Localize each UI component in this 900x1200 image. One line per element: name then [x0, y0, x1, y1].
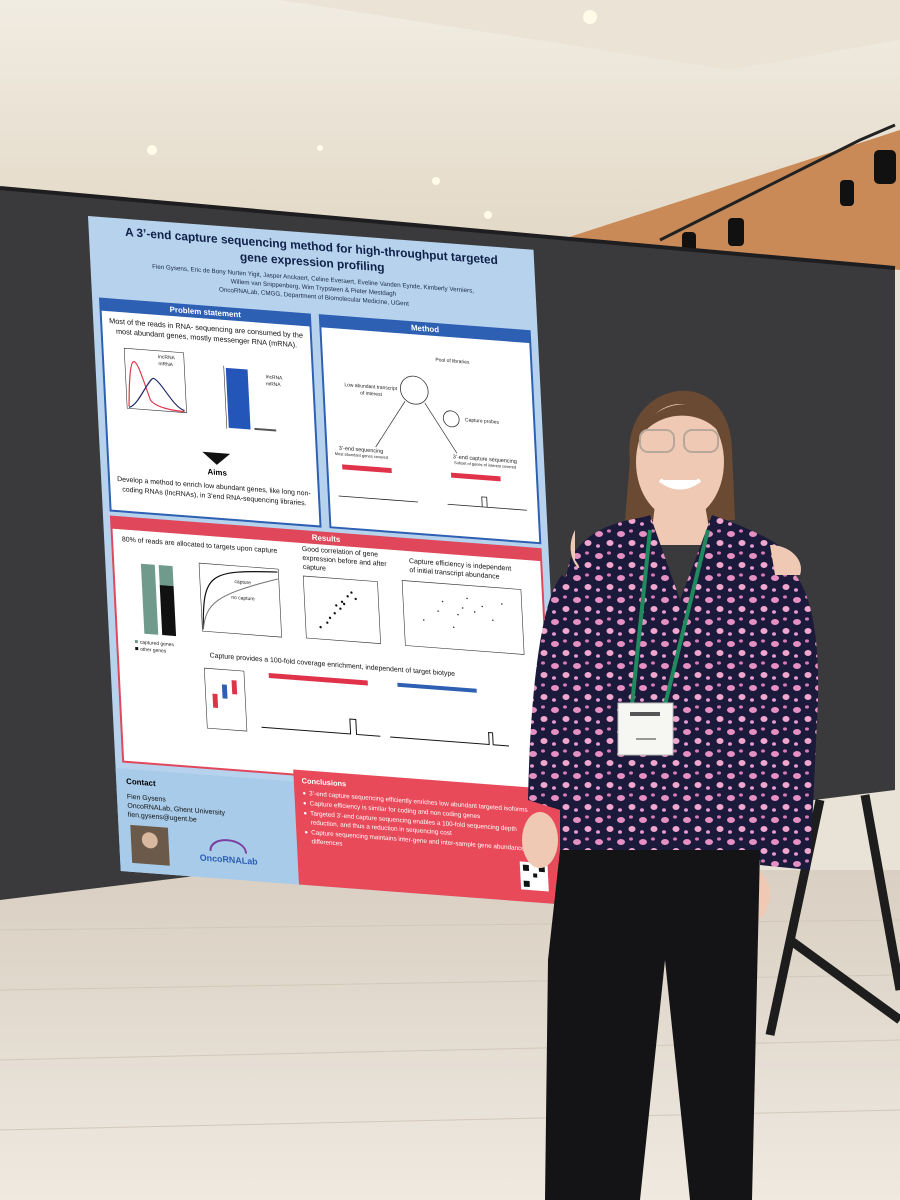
shoulder	[770, 545, 801, 575]
legend-label: captured genes	[140, 640, 175, 649]
neck	[650, 505, 712, 545]
box	[221, 684, 228, 699]
method-label: 3’-end sequencing	[339, 446, 384, 455]
conclusion-line: differences	[311, 838, 342, 847]
blouse	[560, 515, 795, 860]
density-curve	[128, 377, 185, 412]
light-rig	[659, 123, 896, 242]
scatter-points	[423, 597, 503, 629]
box	[212, 693, 219, 709]
legend-label: lncRNA	[158, 354, 176, 361]
qr-pattern	[522, 864, 545, 888]
stacked-bar	[140, 563, 159, 635]
wood-wall	[560, 130, 900, 270]
legend-label: other genes	[140, 647, 167, 655]
glasses	[683, 429, 719, 453]
left-arm	[528, 575, 590, 810]
name-badge	[617, 702, 674, 756]
gene-track	[268, 673, 368, 686]
method-header	[319, 315, 531, 344]
bar	[225, 367, 251, 430]
scatter-plot	[401, 580, 525, 655]
legend-label: lncRNA	[266, 374, 284, 381]
conclusions-panel	[293, 769, 567, 905]
logo-mark	[209, 839, 248, 854]
method-label: of interest	[360, 390, 383, 398]
arrow	[202, 451, 231, 465]
badge-text	[636, 738, 656, 740]
problem-header	[100, 298, 311, 327]
legend-swatch	[135, 646, 139, 651]
contact-heading: Contact	[126, 777, 156, 788]
portrait-face	[141, 832, 158, 849]
ceiling-lights	[147, 10, 597, 219]
arrow	[424, 402, 458, 454]
board-stand	[765, 794, 900, 1036]
method-label: Pool of libraries	[435, 357, 470, 366]
conclusions-heading: Conclusions	[301, 776, 346, 788]
bar	[254, 427, 277, 432]
curve	[202, 571, 278, 630]
board-frame	[0, 186, 896, 270]
floor	[0, 870, 900, 1200]
lanyard	[630, 529, 710, 706]
legend-swatch	[134, 639, 138, 644]
results-header	[110, 516, 542, 562]
right-arm	[760, 560, 819, 870]
gene-track	[450, 472, 501, 482]
stacked-bar	[158, 565, 174, 587]
logo: OncoRNALab	[199, 852, 258, 866]
method-label: Low abundant transcript	[344, 382, 398, 392]
bullet	[304, 830, 308, 834]
density-plot	[123, 347, 187, 414]
shoulder	[570, 530, 580, 569]
smile	[658, 478, 702, 490]
stacked-bar	[159, 585, 177, 637]
curve-label: no capture	[231, 595, 255, 603]
curve-label: capture	[234, 579, 251, 586]
box	[231, 680, 238, 695]
section-heading: Results	[312, 533, 342, 544]
ceiling-recess	[280, 0, 900, 70]
badge-text	[630, 712, 660, 716]
box-plot	[203, 667, 248, 732]
glasses	[639, 429, 675, 453]
arrow	[375, 401, 406, 448]
hair-fringe	[638, 404, 724, 440]
gene-track	[342, 464, 392, 474]
density-curve	[128, 361, 185, 413]
coverage-track	[261, 718, 510, 747]
legend-label: mRNA	[266, 381, 282, 388]
aims-heading: Aims	[207, 467, 227, 478]
trousers	[545, 850, 760, 1200]
bullet	[302, 791, 306, 795]
library-pool	[400, 375, 429, 405]
scatter-points	[319, 591, 357, 629]
method-label: Most abundant genes covered	[335, 451, 388, 460]
result-title: capture	[303, 564, 327, 573]
contact-line: Fien Gysens	[127, 794, 167, 804]
problem-panel	[98, 297, 322, 528]
poster: A 3’-end capture sequencing method for h…	[88, 216, 567, 905]
curve	[202, 578, 278, 630]
bullet	[303, 801, 307, 805]
section-heading: Method	[411, 323, 440, 334]
left-hand	[522, 812, 558, 868]
scatter-plot	[302, 575, 381, 644]
gene-track	[397, 682, 477, 693]
bullet	[303, 811, 307, 815]
face	[636, 404, 724, 520]
cumulative-plot	[198, 562, 282, 638]
coverage-track	[338, 495, 527, 511]
capture-probes	[442, 410, 460, 428]
axis	[223, 365, 228, 429]
person	[522, 390, 819, 1200]
method-label: Capture probes	[465, 417, 500, 426]
legend-label: mRNA	[158, 361, 174, 368]
method-label: Subset of genes of interest covered	[454, 460, 516, 470]
stage-lights	[682, 150, 896, 252]
method-label: 3’-end capture sequencing	[453, 454, 517, 465]
